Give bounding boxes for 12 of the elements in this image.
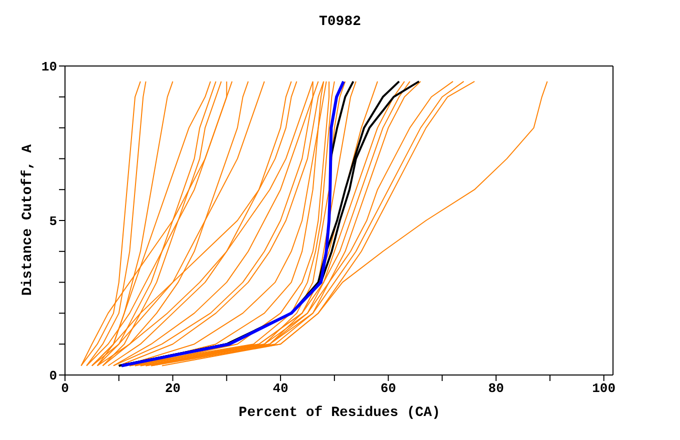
y-tick-label: 5 [49,214,58,230]
x-tick-label: 40 [272,381,289,396]
y-tick-label: 10 [41,60,58,75]
chart-title: T0982 [318,14,362,30]
x-tick-label: 100 [592,381,616,396]
x-tick-label: 0 [61,381,70,396]
x-tick-label: 80 [488,381,504,396]
x-tick-label: 60 [380,381,396,396]
y-tick-label: 0 [49,368,58,384]
y-axis-title: Distance Cutoff, A [20,144,36,296]
x-tick-label: 20 [164,381,181,396]
x-axis-title: Percent of Residues (CA) [238,405,442,421]
